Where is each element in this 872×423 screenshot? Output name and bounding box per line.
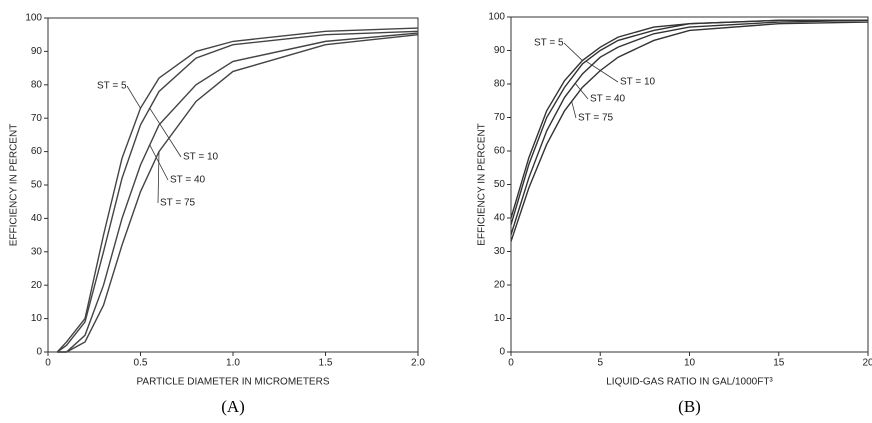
curve-label: ST = 5 [534,38,564,49]
y-tick-label: 0 [499,347,505,358]
x-tick-label: 0 [45,358,51,369]
curve-label: ST = 40 [170,175,206,186]
series-line [56,30,419,353]
y-tick-label: 20 [494,280,506,291]
y-tick-label: 70 [31,113,43,124]
x-tick-label: 0.5 [134,358,148,369]
series-line [57,32,419,353]
curve-label: ST = 10 [183,152,219,163]
leader-line [571,101,577,119]
y-tick-label: 10 [494,313,506,324]
y-tick-label: 80 [31,79,43,90]
series-line [510,19,868,219]
x-tick-label: 0 [508,358,514,369]
y-tick-label: 80 [494,79,506,90]
leader-line [149,107,182,158]
x-axis-label: LIQUID-GAS RATIO IN GAL/1000FT³ [606,377,773,388]
y-tick-label: 30 [31,246,43,257]
x-tick-label: 1.5 [319,358,333,369]
y-tick-label: 100 [488,12,505,23]
curve-label: ST = 5 [97,81,127,92]
x-tick-label: 1.0 [226,358,240,369]
y-tick-label: 50 [494,179,506,190]
caption: (A) [221,397,245,416]
y-tick-label: 0 [36,347,42,358]
curve-label: ST = 40 [590,94,626,105]
y-axis-label: EFFICIENCY IN PERCENT [477,123,488,246]
y-axis-label: EFFICIENCY IN PERCENT [9,124,20,247]
series-line [57,34,419,353]
y-tick-label: 60 [494,146,506,157]
plot-frame [47,17,419,353]
y-tick-label: 50 [31,180,43,191]
y-tick-label: 100 [25,13,42,24]
leader-line [126,85,141,109]
curve-label: ST = 75 [578,113,614,124]
series-line [510,19,869,235]
x-tick-label: 20 [862,358,872,369]
curve-label: ST = 10 [620,77,656,88]
y-tick-label: 90 [494,45,506,56]
y-tick-label: 20 [31,280,43,291]
curve-label: ST = 75 [160,198,196,209]
y-tick-label: 70 [494,112,506,123]
leader-line [563,42,583,61]
x-tick-label: 5 [597,358,603,369]
y-tick-label: 10 [31,313,43,324]
series-line [510,21,869,242]
y-tick-label: 60 [31,146,43,157]
y-tick-label: 40 [494,213,506,224]
y-tick-label: 90 [31,46,43,57]
series-line [510,19,868,225]
x-tick-label: 15 [773,358,785,369]
series-line [56,27,419,353]
caption: (B) [678,397,701,416]
y-tick-label: 30 [494,246,506,257]
x-tick-label: 10 [684,358,696,369]
x-axis-label: PARTICLE DIAMETER IN MICROMETERS [137,377,330,388]
x-tick-label: 2.0 [411,358,425,369]
leader-line [574,83,589,100]
y-tick-label: 40 [31,213,43,224]
plot-frame [510,16,869,353]
leader-line [157,151,160,204]
